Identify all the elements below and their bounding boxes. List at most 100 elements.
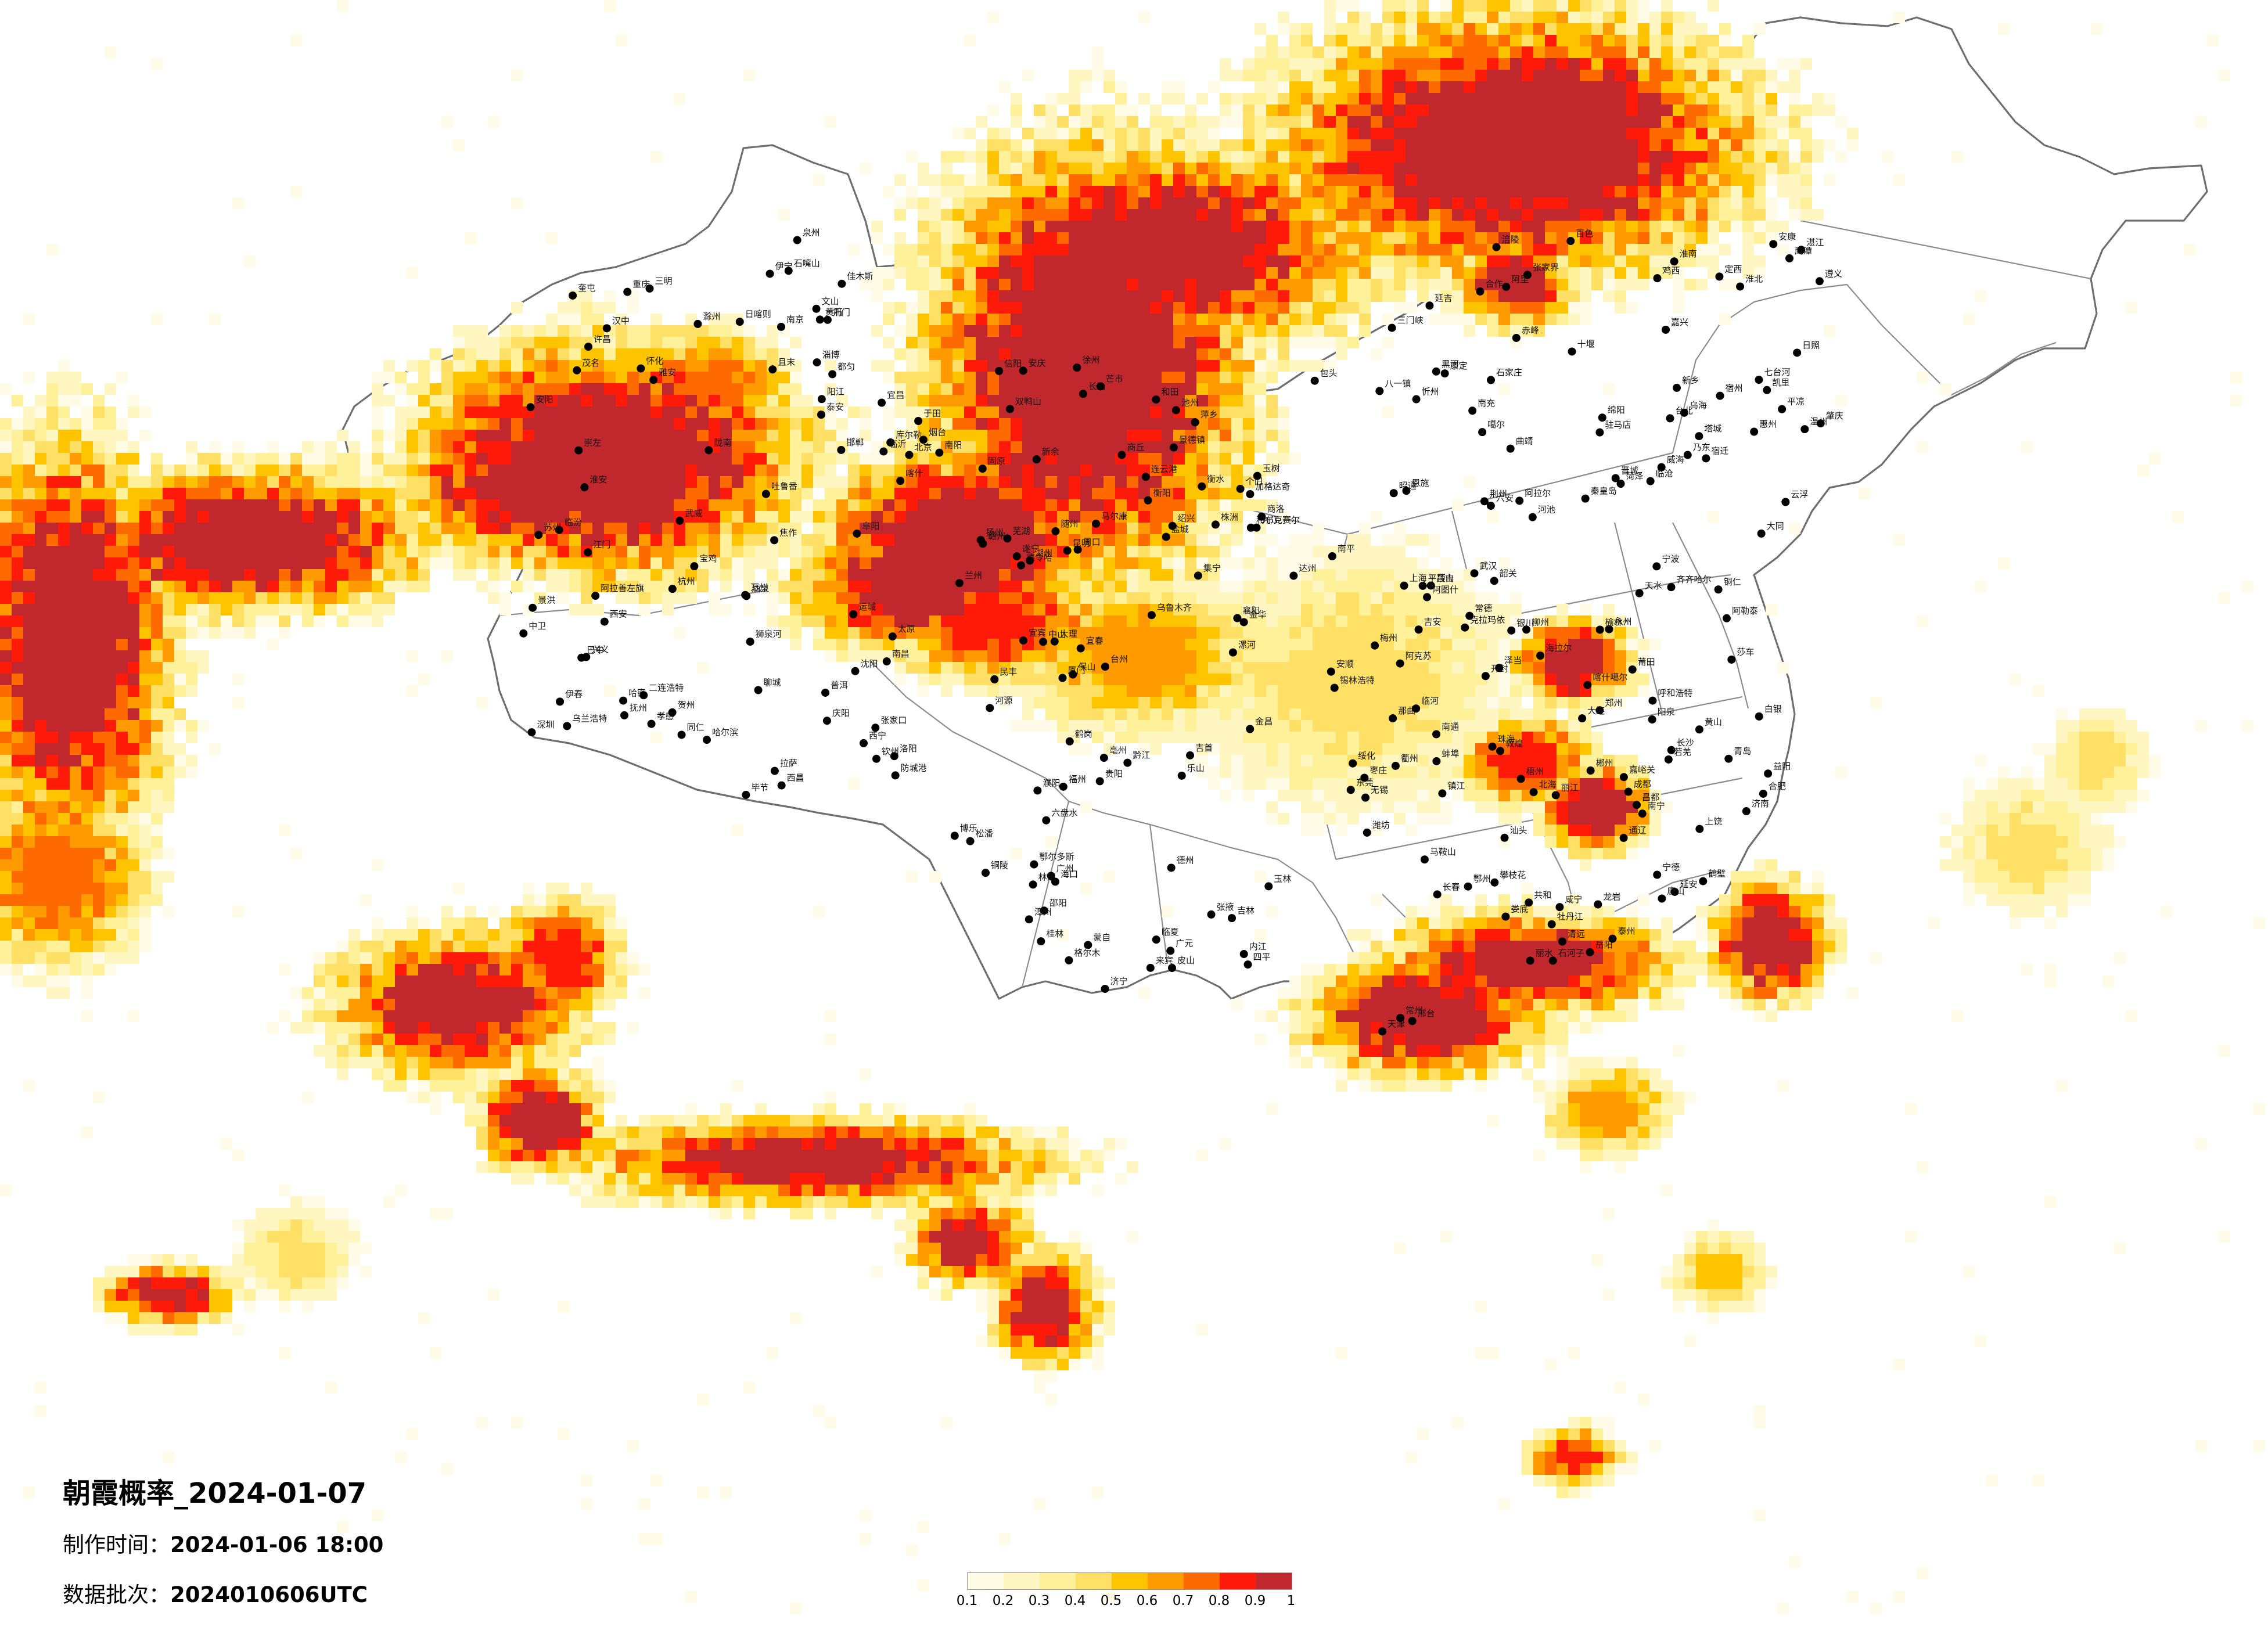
probability-cell	[1092, 372, 1104, 383]
probability-cell	[105, 430, 116, 441]
probability-cell	[256, 1277, 267, 1289]
probability-cell	[674, 1115, 685, 1126]
probability-cell	[325, 441, 337, 453]
probability-cell	[1162, 662, 1173, 674]
probability-cell	[1080, 523, 1092, 534]
probability-cell	[1185, 523, 1196, 534]
probability-cell	[767, 476, 778, 488]
probability-cell	[1057, 534, 1069, 546]
probability-cell	[1011, 720, 1022, 732]
probability-cell	[488, 1010, 499, 1022]
probability-cell	[93, 650, 105, 662]
probability-cell	[93, 406, 105, 418]
probability-cell	[813, 465, 825, 476]
probability-cell	[1208, 720, 1220, 732]
probability-cell	[12, 859, 23, 871]
probability-cell	[720, 1161, 732, 1173]
probability-cell	[918, 569, 929, 581]
probability-cell	[93, 917, 105, 929]
probability-cell	[58, 395, 70, 406]
probability-cell	[46, 476, 58, 488]
probability-cell	[12, 604, 23, 615]
probability-cell	[197, 1289, 209, 1301]
probability-cell	[221, 581, 232, 592]
probability-cell	[279, 499, 290, 511]
probability-cell	[244, 604, 256, 615]
probability-cell	[964, 557, 976, 569]
probability-cell	[46, 697, 58, 708]
probability-cell	[616, 511, 627, 523]
probability-cell	[46, 430, 58, 441]
probability-cell	[418, 917, 430, 929]
probability-cell	[825, 639, 836, 650]
probability-cell	[128, 755, 139, 766]
probability-cell	[1196, 360, 1208, 372]
probability-cell	[383, 1022, 395, 1034]
probability-cell	[360, 534, 372, 546]
probability-cell	[372, 1045, 383, 1057]
probability-cell	[650, 534, 662, 546]
probability-cell	[1162, 546, 1173, 557]
probability-cell	[767, 406, 778, 418]
probability-cell	[81, 430, 93, 441]
probability-cell	[1022, 255, 1034, 267]
probability-cell	[105, 406, 116, 418]
probability-cell	[813, 1115, 825, 1126]
probability-cell	[778, 1115, 790, 1126]
probability-cell	[35, 674, 46, 685]
probability-cell	[372, 383, 383, 395]
probability-cell	[953, 174, 964, 186]
probability-cell	[987, 430, 999, 441]
probability-cell	[720, 1150, 732, 1161]
probability-cell	[81, 825, 93, 836]
probability-cell	[1022, 1347, 1034, 1359]
probability-cell	[163, 627, 174, 639]
probability-cell	[639, 453, 650, 465]
probability-cell	[546, 325, 558, 337]
probability-cell	[999, 1126, 1011, 1138]
probability-cell	[139, 615, 151, 627]
probability-cell	[1115, 430, 1127, 441]
probability-cell	[1034, 592, 1045, 604]
probability-cell	[674, 534, 685, 546]
probability-cell	[105, 708, 116, 720]
probability-cell	[488, 581, 499, 592]
probability-cell	[430, 546, 441, 557]
probability-cell	[1034, 697, 1045, 708]
probability-cell	[592, 418, 604, 430]
probability-cell	[1162, 557, 1173, 569]
probability-cell	[999, 1161, 1011, 1173]
probability-cell	[511, 302, 523, 314]
probability-cell	[35, 825, 46, 836]
probability-cell	[1092, 232, 1104, 244]
probability-cell	[70, 674, 81, 685]
probability-cell	[35, 523, 46, 534]
probability-cell	[999, 1266, 1011, 1277]
probability-cell	[58, 674, 70, 685]
probability-cell	[558, 546, 569, 557]
probability-cell	[70, 546, 81, 557]
probability-cell	[1104, 418, 1115, 430]
probability-cell	[592, 1068, 604, 1080]
probability-cell	[906, 1243, 918, 1254]
probability-cell	[151, 569, 163, 581]
probability-cell	[499, 1092, 511, 1103]
probability-cell	[232, 592, 244, 604]
probability-cell	[325, 1057, 337, 1068]
probability-cell	[186, 755, 197, 766]
probability-cell	[256, 546, 267, 557]
probability-cell	[116, 441, 128, 453]
probability-cell	[987, 1324, 999, 1336]
probability-cell	[244, 255, 256, 267]
probability-cell	[128, 1266, 139, 1277]
probability-cell	[755, 406, 767, 418]
probability-cell	[976, 360, 987, 372]
probability-cell	[279, 523, 290, 534]
probability-cell	[616, 418, 627, 430]
probability-cell	[1185, 139, 1196, 151]
probability-cell	[616, 383, 627, 395]
probability-cell	[1045, 163, 1057, 174]
probability-cell	[987, 453, 999, 465]
probability-cell	[128, 778, 139, 790]
probability-cell	[941, 372, 953, 383]
